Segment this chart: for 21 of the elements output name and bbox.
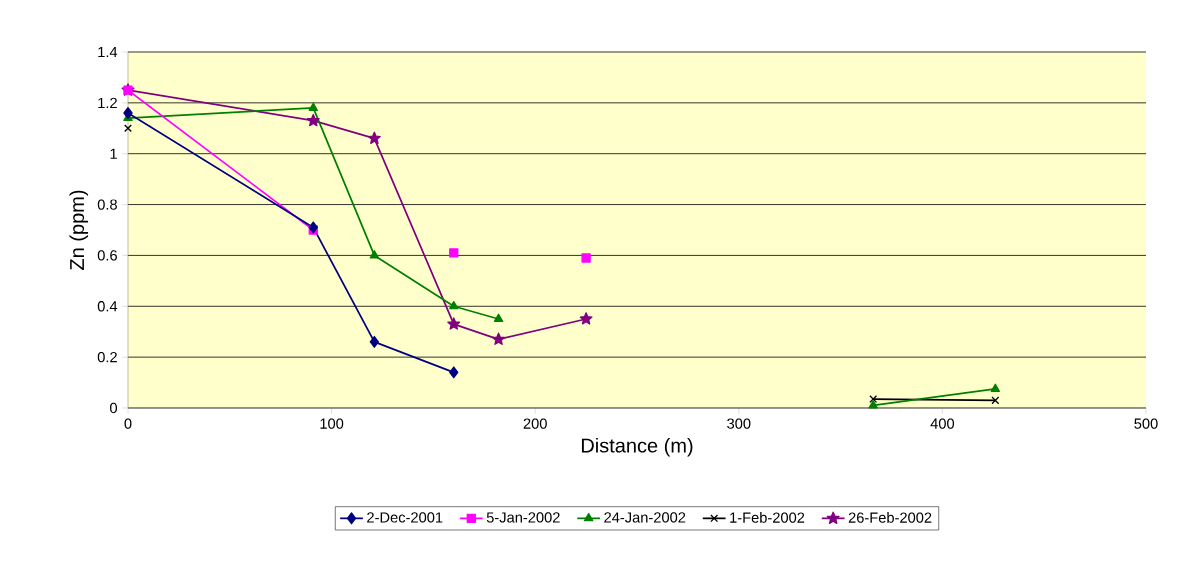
x-tick-label: 200	[523, 418, 547, 429]
x-tick-label: 500	[1134, 418, 1158, 429]
y-tick-label: 0	[110, 402, 118, 414]
y-tick-label: 0.2	[97, 351, 117, 363]
y-tick-label: 0.4	[97, 301, 118, 312]
legend-label: 5-Jan-2002	[486, 512, 560, 523]
y-tick-label: 0.6	[97, 250, 117, 261]
x-tick-label: 300	[727, 418, 751, 429]
legend-label: 2-Dec-2001	[367, 512, 443, 523]
legend-label: 1-Feb-2002	[730, 512, 805, 523]
y-axis-title: Zn (ppm)	[69, 190, 89, 270]
y-tick-label: 1	[110, 148, 117, 159]
legend-label: 24-Jan-2002	[604, 512, 686, 523]
x-tick-label: 0	[124, 418, 132, 429]
x-tick-label: 100	[320, 418, 344, 429]
x-axis-title: Distance (m)	[581, 437, 693, 457]
y-tick-label: 1.4	[98, 46, 118, 58]
y-tick-label: 1.2	[98, 97, 117, 108]
legend-label: 26-Feb-2002	[848, 512, 932, 523]
x-tick-label: 400	[930, 418, 955, 429]
y-tick-label: 0.8	[97, 199, 117, 210]
